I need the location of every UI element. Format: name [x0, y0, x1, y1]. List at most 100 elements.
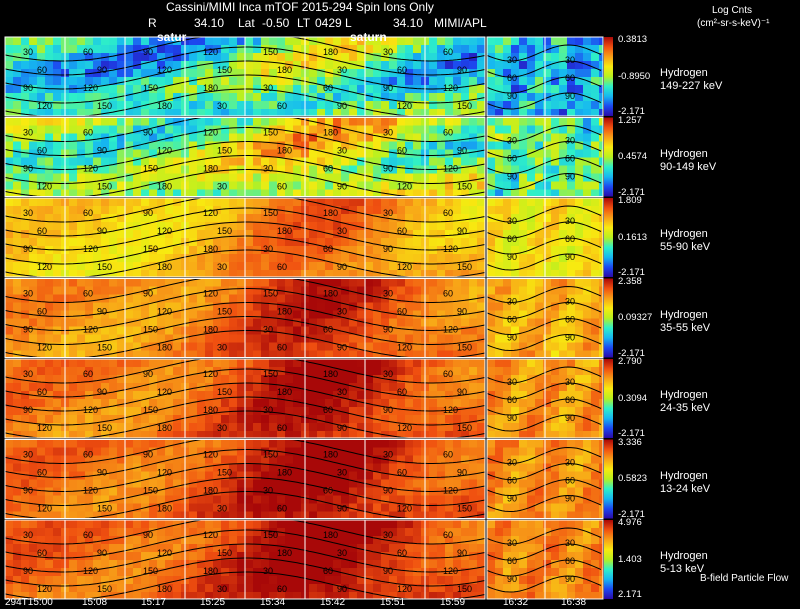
contour-label: 60: [443, 289, 453, 299]
contour-label: 30: [23, 450, 33, 460]
saturn-label-right: saturn: [350, 30, 387, 44]
contour-label: 30: [337, 146, 347, 156]
contour-label: 30: [565, 216, 575, 226]
time-tick-label: 16:32: [503, 597, 529, 608]
contour-label: 120: [83, 486, 98, 496]
contour-label: 90: [97, 65, 107, 75]
contour-label: 120: [203, 369, 218, 379]
panel-4-contour-labels: 30 60 90 120 60 90 120 150 90 120 150 180 120 150 180 3…: [23, 289, 575, 353]
contour-label: 60: [277, 101, 287, 111]
contour-label: 120: [157, 65, 172, 75]
contour-label: 150: [143, 164, 158, 174]
colorbar-2: [604, 117, 613, 197]
contour-label: 30: [263, 566, 273, 576]
contour-label: 120: [157, 468, 172, 478]
contour-label: 150: [457, 343, 472, 353]
contour-label: 90: [97, 548, 107, 558]
contour-label: 30: [383, 289, 393, 299]
contour-label: 60: [323, 486, 333, 496]
contour-label: 60: [83, 450, 93, 460]
contour-label: 90: [337, 182, 347, 192]
contour-label: 90: [143, 369, 153, 379]
contour-label: 120: [157, 307, 172, 317]
colorbar-mid: -0.8950: [618, 70, 651, 82]
contour-label: 60: [277, 584, 287, 594]
lt-value: 0429: [315, 16, 342, 30]
contour-label: 150: [97, 262, 112, 272]
contour-label: 150: [143, 244, 158, 254]
contour-label: 120: [397, 262, 412, 272]
contour-label: 30: [337, 468, 347, 478]
contour-label: 60: [565, 73, 575, 83]
contour-label: 120: [157, 226, 172, 236]
contour-label: 150: [143, 405, 158, 415]
contour-label: 60: [397, 468, 407, 478]
contour-label: 30: [263, 325, 273, 335]
contour-label: 120: [83, 164, 98, 174]
contour-label: 60: [37, 307, 47, 317]
contour-label: 150: [143, 83, 158, 93]
contour-label: 90: [97, 146, 107, 156]
contour-label: 180: [323, 128, 338, 138]
contour-label: 30: [217, 343, 227, 353]
panel-species: Hydrogen: [660, 67, 708, 79]
panel-2-contour-labels: 30 60 90 120 60 90 120 150 90 120 150 180 120 150 180 3…: [23, 128, 575, 192]
footnote: B-field Particle Flow: [700, 573, 789, 584]
contour-label: 90: [507, 574, 517, 584]
contour-label: 150: [217, 226, 232, 236]
panel-3-grid: [4, 197, 604, 278]
contour-label: 60: [443, 530, 453, 540]
contour-label: 120: [203, 208, 218, 218]
contour-label: 120: [397, 182, 412, 192]
panel-energy: 149-227 keV: [660, 80, 723, 92]
contour-label: 180: [323, 530, 338, 540]
contour-label: 120: [83, 244, 98, 254]
contour-label: 150: [97, 423, 112, 433]
contour-label: 180: [277, 146, 292, 156]
colorbar-min: 2.171: [618, 589, 642, 600]
l-value: 34.10: [393, 16, 424, 30]
contour-label: 30: [337, 307, 347, 317]
contour-label: 30: [383, 47, 393, 57]
contour-label: 150: [217, 307, 232, 317]
contour-label: 90: [565, 333, 575, 343]
contour-label: 120: [203, 530, 218, 540]
panel-3-heatmap: [5, 198, 603, 277]
contour-label: 30: [565, 538, 575, 548]
contour-label: 180: [157, 262, 172, 272]
contour-label: 180: [323, 289, 338, 299]
contour-label: 150: [143, 566, 158, 576]
contour-label: 180: [323, 450, 338, 460]
contour-label: 60: [565, 395, 575, 405]
colorbar-min: -2.171: [618, 106, 645, 117]
contour-label: 180: [277, 387, 292, 397]
contour-label: 180: [277, 226, 292, 236]
colorbar-1: [604, 37, 613, 116]
panel-energy: 13-24 keV: [660, 482, 711, 495]
colorbar-min: -2.171: [618, 186, 645, 198]
contour-label: 150: [143, 325, 158, 335]
contour-label: 30: [507, 55, 517, 65]
r-label: R: [148, 16, 157, 30]
contour-label: 120: [37, 504, 52, 514]
lat-value: -0.50: [262, 16, 290, 30]
contour-label: 60: [277, 504, 287, 514]
contour-label: 120: [37, 262, 52, 272]
contour-label: 60: [37, 65, 47, 75]
credit-label: MIMI/APL: [434, 16, 487, 30]
panel-4-grid: [4, 278, 604, 358]
contour-label: 90: [383, 164, 393, 174]
contour-label: 150: [217, 548, 232, 558]
contour-label: 180: [203, 83, 218, 93]
contour-label: 180: [323, 47, 338, 57]
contour-label: 120: [397, 423, 412, 433]
contour-label: 60: [83, 530, 93, 540]
contour-label: 60: [83, 289, 93, 299]
panel-energy: 90-149 keV: [660, 160, 717, 173]
contour-label: 120: [397, 584, 412, 594]
contour-label: 30: [507, 538, 517, 548]
contour-label: 120: [443, 566, 458, 576]
contour-label: 90: [337, 343, 347, 353]
contour-label: 30: [23, 289, 33, 299]
contour-label: 90: [383, 244, 393, 254]
